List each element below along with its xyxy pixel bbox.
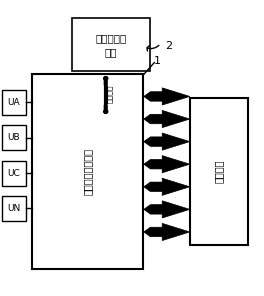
FancyBboxPatch shape <box>72 18 150 71</box>
Text: 光纤信号: 光纤信号 <box>105 84 114 103</box>
Polygon shape <box>144 88 190 105</box>
FancyBboxPatch shape <box>2 125 26 150</box>
Text: 2: 2 <box>165 41 172 52</box>
Text: UB: UB <box>7 133 20 142</box>
Polygon shape <box>144 110 190 128</box>
Polygon shape <box>144 178 190 195</box>
Text: UN: UN <box>7 204 20 213</box>
FancyBboxPatch shape <box>2 160 26 186</box>
Text: 三相电能采集装置: 三相电能采集装置 <box>82 148 92 195</box>
Text: 上位机液晶
显示: 上位机液晶 显示 <box>95 33 127 57</box>
Polygon shape <box>144 223 190 241</box>
Text: 电能存储: 电能存储 <box>214 160 224 183</box>
FancyBboxPatch shape <box>2 196 26 221</box>
Text: UA: UA <box>7 98 20 107</box>
FancyBboxPatch shape <box>2 90 26 115</box>
FancyBboxPatch shape <box>190 98 248 245</box>
Text: UC: UC <box>7 168 20 178</box>
FancyBboxPatch shape <box>32 74 143 269</box>
Text: 1: 1 <box>154 56 161 65</box>
Polygon shape <box>144 133 190 150</box>
Polygon shape <box>144 156 190 173</box>
Polygon shape <box>144 201 190 218</box>
